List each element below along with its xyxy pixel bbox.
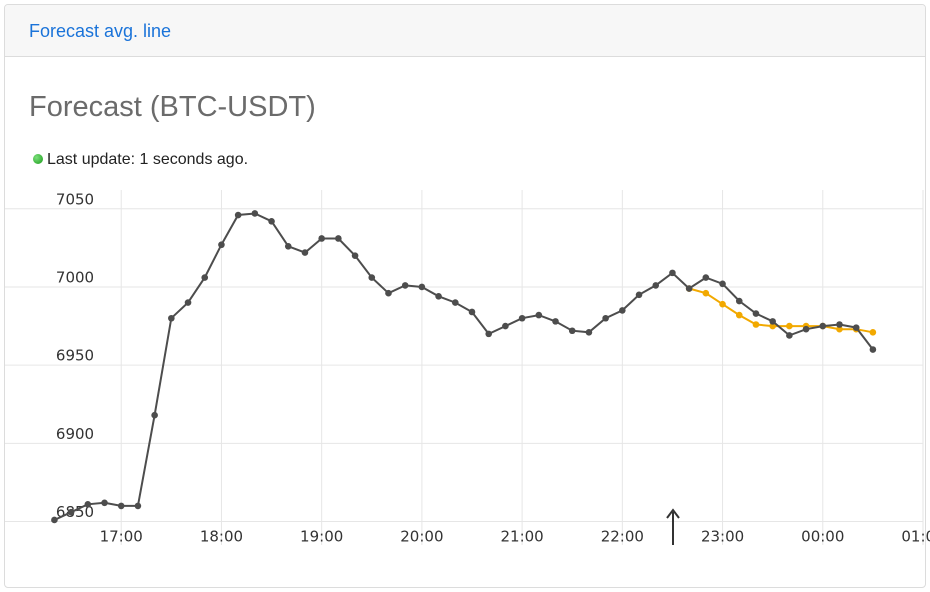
- point: [802, 325, 810, 333]
- point: [184, 299, 192, 306]
- point: [201, 274, 209, 281]
- point: [151, 411, 158, 419]
- series-line: [53, 212, 874, 521]
- point: [735, 297, 743, 305]
- point: [869, 329, 877, 336]
- card: Forecast avg. line Forecast (BTC-USDT) L…: [4, 4, 926, 588]
- point: [702, 274, 710, 281]
- x-tick-label: 19:00: [300, 528, 343, 546]
- point: [168, 314, 175, 322]
- point: [51, 516, 58, 524]
- card-header: Forecast avg. line: [5, 5, 925, 57]
- point: [652, 282, 660, 289]
- x-tick-label: 18:00: [200, 528, 243, 546]
- point: [836, 325, 843, 333]
- point: [134, 502, 142, 510]
- point: [786, 332, 793, 339]
- point: [669, 269, 676, 277]
- marker-arrow: [666, 508, 680, 545]
- point: [67, 508, 75, 516]
- point: [301, 249, 309, 256]
- point: [836, 321, 843, 328]
- y-tick-label: 6950: [56, 347, 94, 365]
- point: [418, 283, 426, 291]
- point: [769, 322, 776, 330]
- y-tick-label: 7050: [56, 190, 94, 208]
- point: [535, 311, 543, 319]
- point: [702, 289, 710, 297]
- point: [585, 329, 593, 336]
- point: [552, 318, 559, 325]
- x-tick-label: 21:00: [500, 528, 543, 546]
- point: [518, 314, 526, 322]
- point: [786, 322, 793, 330]
- y-tick-label: 7000: [56, 268, 94, 286]
- point: [869, 346, 877, 353]
- x-tick-label: 17:00: [100, 528, 143, 546]
- x-tick-label: 00:00: [801, 528, 844, 546]
- point: [852, 324, 860, 331]
- y-tick-label: 6900: [56, 425, 94, 443]
- point: [468, 308, 476, 316]
- header-link[interactable]: Forecast avg. line: [29, 21, 172, 41]
- point: [335, 235, 342, 242]
- point: [401, 282, 409, 289]
- status: Last update: 1 seconds ago.: [33, 151, 248, 169]
- point: [268, 217, 275, 225]
- x-tick-label: 20:00: [400, 528, 443, 546]
- point: [635, 291, 643, 299]
- point: [568, 327, 576, 335]
- x-tick-label: 23:00: [701, 528, 744, 546]
- point: [251, 210, 259, 217]
- point: [685, 285, 693, 292]
- point: [218, 241, 225, 249]
- point: [502, 322, 509, 330]
- status-dot: [33, 154, 43, 164]
- point: [351, 252, 359, 259]
- point: [719, 300, 726, 308]
- y-tick-label: 6850: [56, 503, 94, 521]
- point: [435, 293, 442, 300]
- point: [735, 311, 743, 319]
- point: [752, 321, 760, 328]
- point: [318, 235, 325, 242]
- x-tick-label: 01:00: [901, 528, 930, 546]
- point: [769, 318, 776, 325]
- point: [819, 322, 827, 330]
- panel-title: Forecast (BTC-USDT): [29, 91, 316, 123]
- point: [234, 211, 242, 219]
- point: [385, 289, 392, 297]
- x-tick-label: 22:00: [601, 528, 644, 546]
- point: [284, 242, 292, 250]
- point: [719, 280, 726, 288]
- status-text: Last update: 1 seconds ago.: [47, 151, 249, 168]
- point: [368, 274, 376, 281]
- point: [451, 299, 459, 306]
- point: [619, 307, 626, 314]
- point: [117, 502, 125, 510]
- plot: 6850 6900 6950 7000 7050 17:00 18:00 19:00 20:00…: [5, 190, 930, 546]
- point: [84, 501, 92, 508]
- point: [101, 499, 108, 507]
- point: [752, 310, 760, 317]
- point: [602, 314, 609, 322]
- point: [485, 330, 493, 338]
